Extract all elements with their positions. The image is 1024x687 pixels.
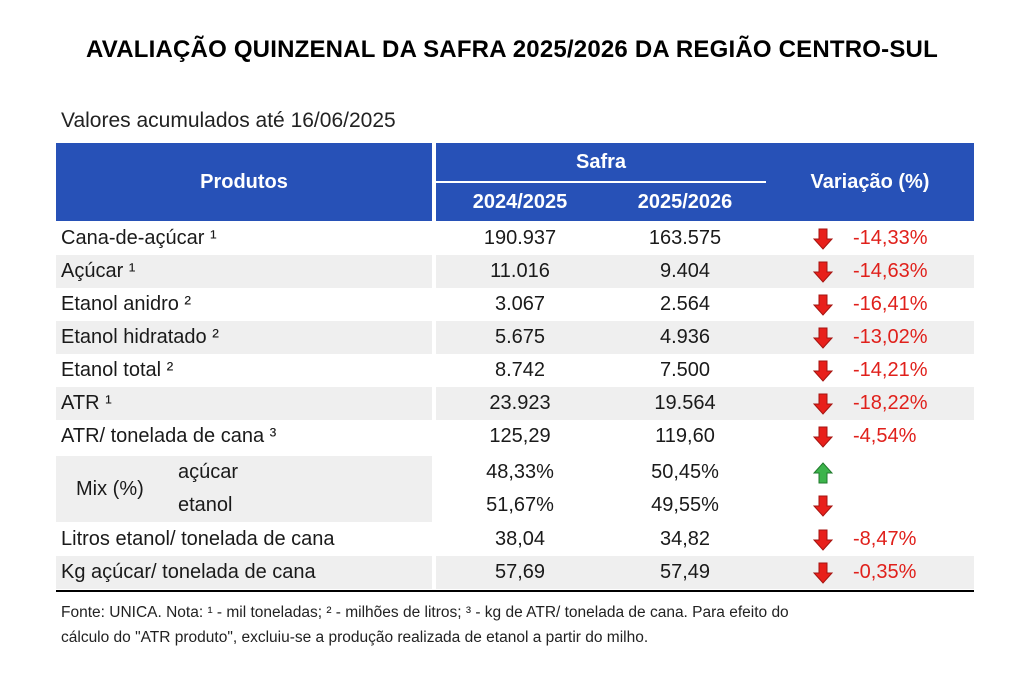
value-2025-2026: 119,60: [655, 425, 715, 447]
table-row: Kg açúcar/ tonelada de cana 57,69 57,49 -0,…: [56, 556, 974, 589]
table-row: Açúcar ¹ 11.016 9.404 -14,63%: [56, 255, 974, 288]
page-title: AVALIAÇÃO QUINZENAL DA SAFRA 2025/2026 D…: [86, 36, 938, 63]
table-bottom-border: [56, 590, 974, 592]
table-row: Cana-de-açúcar ¹ 190.937 163.575 -14,33%: [56, 222, 974, 255]
variation-percent: -8,47%: [853, 528, 917, 550]
value-2025-2026: 2.564: [659, 293, 711, 315]
row-label: ATR ¹: [56, 387, 432, 420]
value-2025-2026: 34,82: [659, 528, 711, 550]
variation-percent: -14,63%: [853, 255, 928, 288]
variation-percent: -13,02%: [853, 321, 928, 354]
row-label: Kg açúcar/ tonelada de cana: [56, 556, 432, 589]
value-2024-2025: 8.742: [494, 359, 546, 381]
table-row: Etanol hidratado ² 5.675 4.936 -13,02%: [56, 321, 974, 354]
variation-percent: -14,21%: [853, 359, 928, 381]
value-2025-2026: 163.575: [648, 227, 722, 249]
red-down-arrow-icon: [813, 294, 833, 316]
footnote-line-1: Fonte: UNICA. Nota: ¹ - mil toneladas; ²…: [61, 604, 789, 621]
row-label: Litros etanol/ tonelada de cana: [61, 528, 335, 550]
value-2024-2025: 38,04: [494, 528, 546, 550]
mix-acucar-2024-2025: 48,33%: [486, 461, 554, 483]
green-up-arrow-icon: [813, 462, 833, 484]
red-down-arrow-icon: [813, 393, 833, 415]
row-label: Etanol total ²: [61, 359, 174, 381]
row-label: Cana-de-açúcar ¹: [61, 227, 217, 249]
header-col-2024-2025: 2024/2025: [436, 183, 604, 221]
footnote: Fonte: UNICA. Nota: ¹ - mil toneladas; ²…: [61, 600, 976, 650]
value-2024-2025: 3.067: [494, 293, 546, 315]
table-row: Litros etanol/ tonelada de cana 38,04 34,8…: [56, 523, 974, 556]
value-2024-2025: 190.937: [483, 227, 557, 249]
header-divider: [436, 181, 766, 183]
header-produtos: Produtos: [56, 143, 432, 221]
mix-label-cell: [56, 456, 432, 522]
mix-acucar-label: açúcar: [178, 461, 239, 483]
variation-percent: -4,54%: [853, 425, 917, 447]
red-down-arrow-icon: [813, 228, 833, 250]
row-label: Açúcar ¹: [56, 255, 432, 288]
value-2024-2025: 11.016: [436, 255, 604, 288]
red-down-arrow-icon: [813, 426, 833, 448]
row-label: ATR/ tonelada de cana ³: [61, 425, 277, 447]
value-2025-2026: 9.404: [604, 255, 766, 288]
value-2025-2026: 57,49: [604, 556, 766, 589]
table-subtitle: Valores acumulados até 16/06/2025: [61, 109, 396, 132]
value-2025-2026: 19.564: [604, 387, 766, 420]
mix-etanol-2024-2025: 51,67%: [486, 494, 554, 516]
footnote-line-2: cálculo do "ATR produto", excluiu-se a p…: [61, 629, 649, 646]
value-2025-2026: 7.500: [659, 359, 711, 381]
table-row: Etanol total ² 8.742 7.500 -14,21%: [56, 354, 974, 387]
variation-percent: -18,22%: [853, 387, 928, 420]
header-safra: Safra: [436, 143, 766, 181]
red-down-arrow-icon: [813, 562, 833, 584]
table-row: ATR/ tonelada de cana ³ 125,29 119,60 -4,54…: [56, 420, 974, 453]
red-down-arrow-icon: [813, 261, 833, 283]
red-down-arrow-icon: [813, 529, 833, 551]
table-row: ATR ¹ 23.923 19.564 -18,22%: [56, 387, 974, 420]
row-label: Etanol anidro ²: [61, 293, 192, 315]
row-label: Etanol hidratado ²: [56, 321, 432, 354]
value-2024-2025: 57,69: [436, 556, 604, 589]
variation-percent: -0,35%: [853, 556, 917, 589]
table-row: Etanol anidro ² 3.067 2.564 -16,41%: [56, 288, 974, 321]
value-2024-2025: 125,29: [489, 425, 551, 447]
mix-label: Mix (%): [76, 477, 144, 500]
header-variacao: Variação (%): [766, 143, 974, 221]
red-down-arrow-icon: [813, 327, 833, 349]
variation-percent: -16,41%: [853, 293, 928, 315]
mix-etanol-label: etanol: [178, 494, 233, 516]
red-down-arrow-icon: [813, 495, 833, 517]
value-2024-2025: 23.923: [436, 387, 604, 420]
value-2025-2026: 4.936: [604, 321, 766, 354]
value-2024-2025: 5.675: [436, 321, 604, 354]
red-down-arrow-icon: [813, 360, 833, 382]
mix-etanol-2025-2026: 49,55%: [651, 494, 719, 516]
header-col-2025-2026: 2025/2026: [604, 183, 766, 221]
mix-acucar-2025-2026: 50,45%: [651, 461, 719, 483]
variation-percent: -14,33%: [853, 227, 928, 249]
